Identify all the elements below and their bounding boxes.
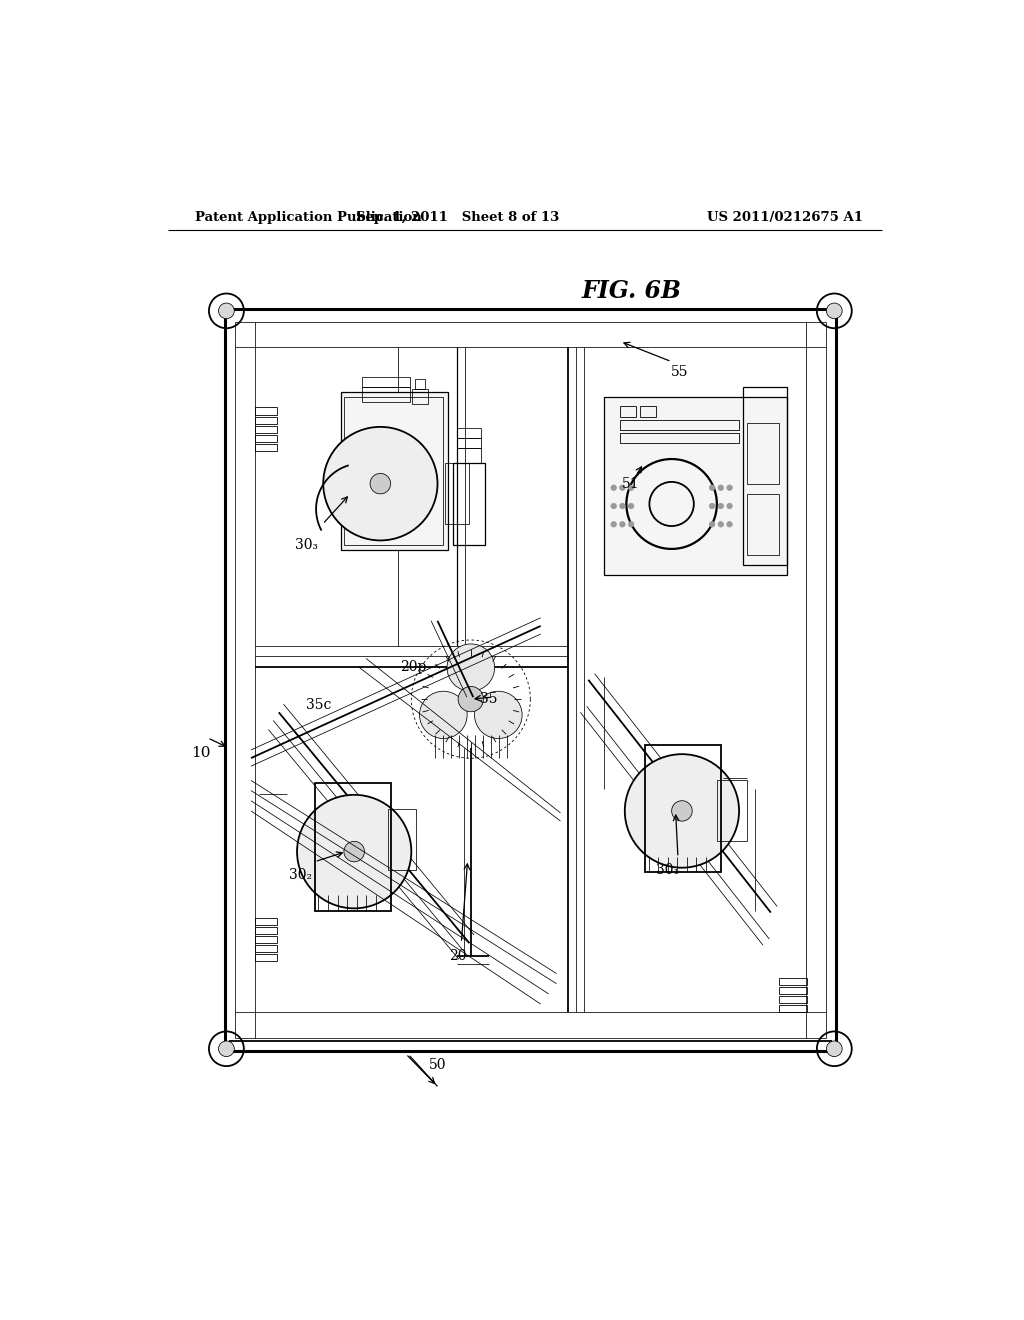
Bar	[255, 426, 278, 433]
Ellipse shape	[710, 484, 715, 491]
Bar	[255, 936, 278, 942]
Bar	[315, 784, 391, 911]
Bar	[717, 780, 748, 841]
Ellipse shape	[826, 1041, 842, 1056]
Ellipse shape	[620, 484, 626, 491]
Ellipse shape	[620, 503, 626, 508]
Text: 35c: 35c	[306, 698, 331, 713]
Bar	[604, 397, 786, 576]
Text: 30₂: 30₂	[290, 869, 312, 882]
Ellipse shape	[727, 521, 732, 527]
Ellipse shape	[370, 474, 390, 494]
Bar	[645, 744, 721, 873]
Ellipse shape	[727, 484, 732, 491]
Text: FIG. 6B: FIG. 6B	[582, 279, 682, 302]
Ellipse shape	[629, 503, 634, 508]
Ellipse shape	[218, 304, 234, 318]
Text: 55: 55	[671, 364, 688, 379]
Bar	[416, 379, 425, 389]
Ellipse shape	[718, 503, 724, 508]
Text: US 2011/0212675 A1: US 2011/0212675 A1	[708, 211, 863, 224]
Ellipse shape	[710, 503, 715, 508]
Bar	[445, 463, 469, 524]
Ellipse shape	[672, 801, 692, 821]
Ellipse shape	[474, 692, 522, 739]
Ellipse shape	[620, 521, 626, 527]
Bar	[362, 378, 410, 387]
Ellipse shape	[344, 841, 365, 862]
Text: 30₃: 30₃	[295, 537, 318, 552]
Bar	[344, 397, 443, 545]
Ellipse shape	[218, 1041, 234, 1056]
Bar	[620, 420, 739, 430]
Text: 51: 51	[622, 477, 639, 491]
Bar	[454, 463, 485, 545]
Bar	[341, 392, 447, 549]
Ellipse shape	[458, 686, 483, 711]
Ellipse shape	[718, 484, 724, 491]
Text: 35: 35	[480, 692, 498, 706]
Ellipse shape	[718, 521, 724, 527]
Text: Sep. 1, 2011   Sheet 8 of 13: Sep. 1, 2011 Sheet 8 of 13	[355, 211, 559, 224]
Text: 30₁: 30₁	[656, 863, 679, 876]
Ellipse shape	[710, 521, 715, 527]
Ellipse shape	[420, 692, 467, 739]
Text: 10: 10	[191, 746, 211, 760]
Ellipse shape	[727, 503, 732, 508]
Text: Patent Application Publication: Patent Application Publication	[196, 211, 422, 224]
Bar	[779, 978, 807, 985]
Bar	[620, 433, 739, 444]
Bar	[255, 444, 278, 451]
Bar	[748, 494, 779, 554]
Bar	[255, 954, 278, 961]
Bar	[225, 309, 836, 1051]
Ellipse shape	[629, 484, 634, 491]
Bar	[779, 1005, 807, 1012]
Ellipse shape	[611, 521, 616, 527]
Bar	[255, 408, 278, 414]
Bar	[743, 387, 786, 565]
Ellipse shape	[629, 521, 634, 527]
Bar	[255, 434, 278, 442]
Bar	[458, 447, 481, 463]
Bar	[255, 417, 278, 424]
Bar	[412, 389, 428, 404]
Bar	[255, 927, 278, 935]
Ellipse shape	[297, 795, 412, 908]
Bar	[255, 917, 278, 925]
Bar	[388, 809, 416, 870]
Ellipse shape	[611, 484, 616, 491]
Ellipse shape	[447, 644, 495, 692]
Ellipse shape	[611, 503, 616, 508]
Bar	[748, 422, 779, 483]
Ellipse shape	[826, 304, 842, 318]
Bar	[779, 995, 807, 1003]
Ellipse shape	[625, 754, 739, 867]
Ellipse shape	[324, 426, 437, 540]
Text: 20p: 20p	[400, 660, 427, 673]
Text: 20: 20	[449, 949, 466, 964]
Bar	[458, 428, 481, 438]
Bar	[779, 987, 807, 994]
Bar	[620, 407, 636, 417]
Bar	[255, 945, 278, 952]
Bar	[458, 438, 481, 447]
Bar	[362, 387, 410, 403]
Bar	[640, 407, 655, 417]
Text: 50: 50	[429, 1059, 446, 1072]
